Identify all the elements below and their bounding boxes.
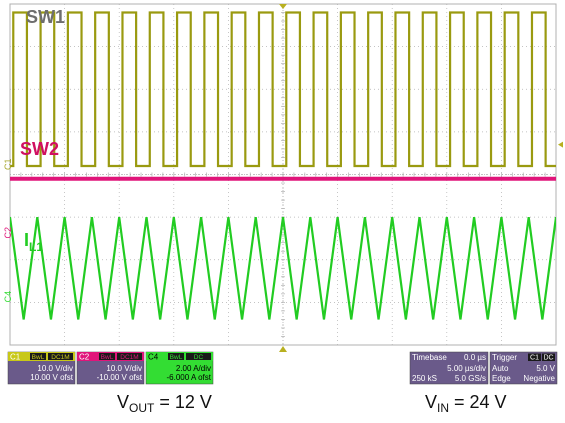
- channel-scale-c4: 2.00 A/div: [176, 364, 211, 373]
- channel-markers: C1 C2 C4: [3, 4, 563, 352]
- channel-marker-c1: C1: [3, 158, 13, 170]
- channel-tag-bw-c2: BwL: [101, 354, 114, 361]
- timebase-label: Timebase: [412, 353, 447, 362]
- channel-tag-coupling-c4: DC: [194, 354, 204, 361]
- caption-row: VOUT = 12 V VIN = 24 V: [0, 392, 565, 422]
- channel-tag-bg2-c2: [117, 353, 142, 360]
- trigger-position-top: [279, 4, 287, 9]
- trigger-coupling: DC: [543, 355, 553, 362]
- channel-tag-bw-c4: BwL: [170, 354, 183, 361]
- vin-prefix: V: [425, 392, 438, 412]
- trigger-level-marker: [558, 141, 563, 148]
- trigger-mode: Auto: [492, 364, 509, 373]
- trace-label-il1-sub: L1: [29, 240, 43, 254]
- trigger-source-bg: [528, 353, 541, 361]
- channel-tag-bg2-c4: [186, 353, 211, 360]
- trace-label-il1-main: I: [24, 230, 29, 250]
- channel-offset-c4: -6.000 A ofst: [167, 373, 212, 382]
- channel-label-c2: C2: [79, 353, 90, 362]
- vout-prefix: V: [117, 392, 130, 412]
- channel-marker-c4: C4: [3, 291, 13, 303]
- trace-labels: SW1 SW2 IL1: [20, 7, 65, 254]
- timebase-scale: 5.00 µs/div: [447, 364, 486, 373]
- trace-label-sw1: SW1: [26, 7, 65, 27]
- channel-offset-c2: -10.00 V ofst: [97, 373, 143, 382]
- trigger-level: 5.0 V: [536, 364, 555, 373]
- channel-label-c1: C1: [10, 353, 21, 362]
- vin-label: VIN = 24 V: [425, 392, 507, 415]
- trace-l1: [10, 216, 556, 320]
- vout-value: = 12 V: [154, 392, 212, 412]
- trigger-source: C1: [530, 355, 539, 362]
- vin-value: = 24 V: [449, 392, 507, 412]
- trace-sw1: [10, 11, 556, 168]
- vin-subscript: IN: [437, 401, 450, 415]
- channel-scale-c1: 10.0 V/div: [37, 364, 73, 373]
- timebase-rate: 5.0 GS/s: [455, 374, 486, 383]
- channel-tag-bg-c2: [99, 353, 115, 360]
- channel-tag-bg-c1: [30, 353, 46, 360]
- channel-tag-coupling-c2: DC1M: [120, 354, 138, 361]
- channel-label-c4: C4: [148, 353, 159, 362]
- channel-offset-c1: 10.00 V ofst: [30, 373, 73, 382]
- timebase-delay: 0.0 µs: [464, 353, 486, 362]
- trigger-coupling-bg: [542, 353, 555, 361]
- channel-tag-bw-c1: BwL: [32, 354, 45, 361]
- channel-tag-coupling-c1: DC1M: [51, 354, 69, 361]
- timebase-samples: 250 kS: [412, 374, 437, 383]
- plot-area: [0, 0, 565, 345]
- vout-label: VOUT = 12 V: [117, 392, 212, 415]
- trigger-type: Edge: [492, 374, 511, 383]
- channel-tag-bg-c4: [168, 353, 184, 360]
- trigger-slope: Negative: [523, 374, 555, 383]
- plot-traces: [10, 11, 556, 320]
- channel-tag-bg2-c1: [48, 353, 73, 360]
- channel-scale-c2: 10.0 V/div: [106, 364, 142, 373]
- channel-marker-c2: C2: [3, 227, 13, 239]
- vout-subscript: OUT: [129, 401, 155, 415]
- trace-label-il1: IL1: [24, 230, 43, 254]
- timebase-panel: [409, 351, 489, 385]
- trigger-label: Trigger: [492, 353, 517, 362]
- trigger-position-bottom: [279, 346, 287, 352]
- trace-label-sw2: SW2: [20, 139, 59, 159]
